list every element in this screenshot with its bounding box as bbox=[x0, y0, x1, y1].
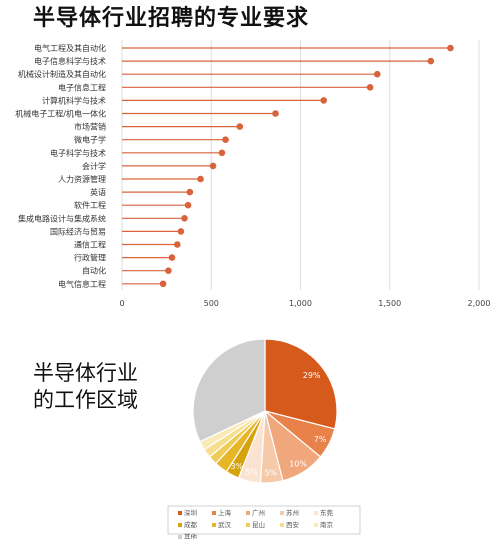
y-category-label: 行政管理 bbox=[74, 253, 106, 263]
y-category-label: 英语 bbox=[90, 187, 106, 197]
y-category-label: 电子信息科学与技术 bbox=[34, 56, 106, 66]
pie-data-label: 29% bbox=[303, 371, 321, 380]
legend-swatch bbox=[246, 511, 250, 515]
pie-data-label: 5% bbox=[245, 467, 258, 476]
legend-label: 成都 bbox=[184, 520, 198, 529]
bar-chart-title: 半导体行业招聘的专业要求 bbox=[33, 6, 310, 31]
y-category-label: 自动化 bbox=[82, 266, 106, 276]
pie-data-label: 7% bbox=[314, 435, 327, 444]
legend-swatch bbox=[280, 511, 284, 515]
legend-label: 其他 bbox=[184, 532, 198, 539]
legend-swatch bbox=[280, 523, 284, 527]
legend-swatch bbox=[314, 523, 318, 527]
x-tick-label: 1,500 bbox=[378, 299, 401, 308]
legend-swatch bbox=[314, 511, 318, 515]
y-category-label: 人力资源管理 bbox=[58, 174, 106, 184]
lollipop-dot bbox=[184, 201, 192, 209]
legend-label: 广州 bbox=[252, 508, 265, 517]
legend-label: 东莞 bbox=[320, 508, 334, 517]
lollipop-dot bbox=[186, 188, 194, 196]
lollipop-dot bbox=[197, 175, 204, 183]
lollipop-dot bbox=[320, 97, 328, 104]
y-category-label: 市场营销 bbox=[74, 122, 106, 132]
y-category-label: 国际经济与贸易 bbox=[50, 226, 106, 236]
y-category-label: 微电子学 bbox=[74, 135, 106, 145]
lollipop-dot bbox=[159, 280, 167, 288]
y-category-label: 机械电子工程/机电一体化 bbox=[15, 109, 106, 119]
legend-label: 苏州 bbox=[286, 508, 299, 517]
pie-data-label: 5% bbox=[264, 469, 277, 478]
lollipop-dot bbox=[222, 136, 229, 143]
legend-swatch bbox=[212, 523, 216, 527]
y-category-label: 计算机科学与技术 bbox=[42, 95, 106, 105]
lollipop-dot bbox=[174, 241, 181, 248]
legend-swatch bbox=[178, 523, 182, 527]
x-tick-label: 0 bbox=[119, 299, 124, 308]
lollipop-dot bbox=[373, 70, 381, 78]
lollipop-dot bbox=[272, 110, 279, 117]
y-category-label: 电子科学与技术 bbox=[50, 148, 106, 158]
y-category-label: 电气信息工程 bbox=[58, 279, 106, 289]
x-tick-label: 2,000 bbox=[468, 299, 491, 308]
lollipop-dot bbox=[366, 84, 374, 91]
legend-swatch bbox=[178, 511, 182, 515]
legend-label: 深圳 bbox=[184, 508, 197, 517]
lollipop-dot bbox=[165, 267, 172, 275]
pie-title-line-1: 半导体行业 bbox=[33, 361, 138, 385]
lollipop-dot bbox=[177, 228, 185, 235]
legend-label: 武汉 bbox=[218, 520, 232, 529]
x-tick-label: 1,000 bbox=[289, 299, 312, 308]
lollipop-dot bbox=[427, 57, 435, 65]
legend-swatch bbox=[212, 511, 216, 515]
pie-legend-box bbox=[167, 505, 361, 535]
y-category-label: 集成电路设计与集成系统 bbox=[18, 213, 106, 223]
legend-label: 昆山 bbox=[252, 520, 265, 529]
lollipop-dot bbox=[218, 149, 226, 157]
y-category-label: 电子信息工程 bbox=[58, 82, 106, 92]
y-category-label: 电气工程及其自动化 bbox=[34, 43, 106, 53]
y-category-label: 会计学 bbox=[82, 161, 106, 171]
legend-swatch bbox=[246, 523, 250, 527]
y-category-label: 通信工程 bbox=[74, 240, 106, 250]
lollipop-dot bbox=[236, 123, 244, 130]
pie-chart-title: 半导体行业 的工作区域 bbox=[33, 360, 138, 414]
lollipop-dot bbox=[168, 254, 176, 261]
legend-label: 西安 bbox=[286, 520, 300, 529]
lollipop-dot bbox=[447, 44, 454, 52]
pie-slice bbox=[264, 338, 338, 430]
y-category-label: 软件工程 bbox=[74, 200, 106, 210]
lollipop-dot bbox=[209, 162, 217, 170]
pie-title-line-2: 的工作区域 bbox=[33, 388, 138, 412]
legend-swatch bbox=[178, 535, 182, 539]
y-category-label: 机械设计制造及其自动化 bbox=[18, 69, 106, 79]
legend-label: 南京 bbox=[320, 520, 334, 529]
legend-label: 上海 bbox=[218, 508, 232, 517]
pie-data-label: 10% bbox=[289, 459, 307, 468]
lollipop-dot bbox=[181, 215, 188, 222]
pie-slice bbox=[192, 338, 266, 443]
x-tick-label: 500 bbox=[204, 299, 219, 308]
pie-data-label: 3% bbox=[231, 462, 244, 471]
